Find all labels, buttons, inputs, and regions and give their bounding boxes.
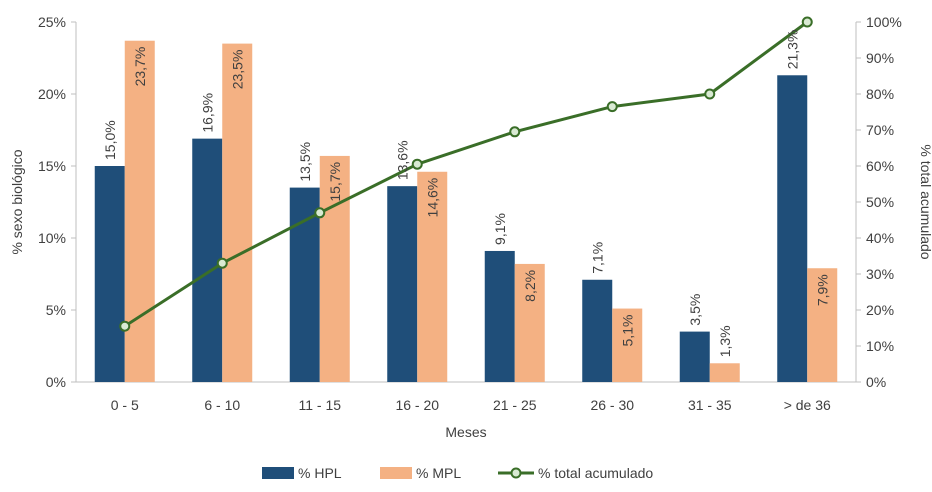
bar-data-label: 14,6%: [424, 178, 440, 218]
bar-hpl: [94, 166, 125, 382]
left-tick-label: 5%: [46, 302, 66, 318]
right-tick-label: 20%: [866, 302, 894, 318]
bar-data-label: 13,6%: [394, 140, 410, 180]
bar-hpl: [777, 75, 808, 382]
right-tick-label: 30%: [866, 266, 894, 282]
legend-swatch: [380, 467, 412, 479]
right-tick-label: 70%: [866, 122, 894, 138]
line-layer: [119, 16, 813, 332]
bar-mpl: [417, 171, 448, 382]
bar-data-label: 1,3%: [717, 325, 733, 357]
bar-data-label: 3,5%: [687, 294, 703, 326]
right-tick-label: 0%: [866, 374, 886, 390]
legend-label: % MPL: [416, 465, 461, 481]
cumulative-point: [509, 126, 521, 138]
bar-data-label: 13,5%: [297, 142, 313, 182]
bar-data-label: 23,7%: [132, 47, 148, 87]
x-tick-label: 0 - 5: [111, 397, 139, 413]
bar-data-label: 7,1%: [589, 242, 605, 274]
x-tick-label: 26 - 30: [590, 397, 634, 413]
bar-data-label: 15,7%: [327, 162, 343, 202]
x-tick-label: 21 - 25: [493, 397, 537, 413]
bar-data-label: 9,1%: [492, 213, 508, 245]
bar-data-label: 7,9%: [814, 274, 830, 306]
left-tick-label: 10%: [38, 230, 66, 246]
bar-data-label: 16,9%: [199, 93, 215, 133]
legend: % HPL % MPL % total acumulado: [262, 465, 653, 481]
data-labels-layer: 15,0% 16,9% 13,5% 13,6% 9,1% 7,1% 3,5% 21,3% 23,…: [102, 30, 831, 358]
right-tick-label: 50%: [866, 194, 894, 210]
bar-data-label: 5,1%: [619, 315, 635, 347]
cumulative-point: [704, 88, 716, 100]
x-tick-label: 6 - 10: [204, 397, 240, 413]
bar-hpl: [679, 331, 710, 382]
bar-mpl: [319, 155, 350, 382]
bar-data-label: 23,5%: [229, 50, 245, 90]
cumulative-point: [119, 320, 131, 332]
legend-label: % total acumulado: [538, 465, 653, 481]
bar-mpl: [709, 363, 740, 382]
bars-layer: [94, 40, 838, 382]
left-tick-label: 0%: [46, 374, 66, 390]
right-tick-label: 90%: [866, 50, 894, 66]
cumulative-point: [216, 257, 228, 269]
x-axis-title: Meses: [445, 424, 486, 440]
y-axis-title: % sexo biológico: [9, 149, 25, 254]
bar-mpl: [612, 308, 643, 382]
left-tick-label: 25%: [38, 14, 66, 30]
bar-hpl: [192, 138, 223, 382]
x-tick-label: 31 - 35: [688, 397, 732, 413]
bar-hpl: [582, 279, 613, 382]
right-tick-label: 100%: [866, 14, 902, 30]
bar-hpl: [387, 186, 418, 382]
x-tick-label: 16 - 20: [395, 397, 439, 413]
bar-data-label: 21,3%: [784, 30, 800, 70]
cumulative-point: [606, 101, 618, 113]
bar-mpl: [807, 268, 838, 382]
cumulative-point: [801, 16, 813, 28]
left-tick-label: 20%: [38, 86, 66, 102]
bar-mpl: [222, 43, 253, 382]
right-tick-label: 60%: [866, 158, 894, 174]
bar-data-label: 8,2%: [522, 270, 538, 302]
cumulative-point: [411, 158, 423, 170]
legend-marker: [510, 467, 522, 479]
right-tick-label: 10%: [866, 338, 894, 354]
cumulative-line: [123, 20, 809, 328]
left-tick-label: 15%: [38, 158, 66, 174]
x-tick-label: > de 36: [784, 397, 831, 413]
right-tick-label: 40%: [866, 230, 894, 246]
bar-mpl: [124, 40, 155, 382]
bar-data-label: 15,0%: [102, 120, 118, 160]
bar-hpl: [484, 250, 515, 382]
x-tick-label: 11 - 15: [298, 397, 341, 413]
bar-mpl: [514, 263, 545, 382]
right-tick-label: 80%: [866, 86, 894, 102]
axes-layer: 0% 5% 10% 15% 20% 25% 0% 10% 20% 30% 40% 50% 60% 70% 8…: [9, 14, 932, 440]
y2-axis-title: % total acumulado: [918, 144, 932, 259]
cumulative-point: [314, 207, 326, 219]
legend-label: % HPL: [298, 465, 342, 481]
legend-swatch: [262, 467, 294, 479]
